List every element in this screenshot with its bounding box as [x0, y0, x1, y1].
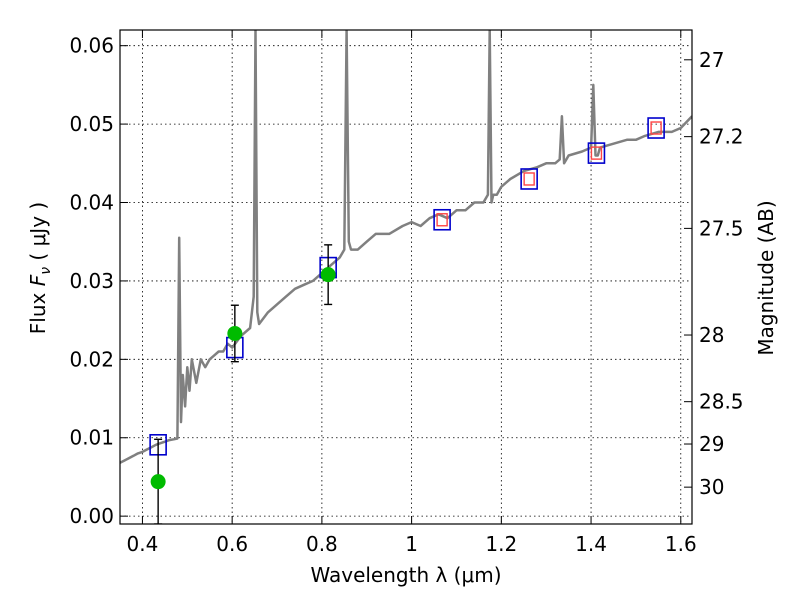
x-tick-label: 0.4	[127, 532, 159, 556]
y-tick-label: 0.00	[69, 504, 114, 528]
plot-area	[120, 30, 692, 524]
observed-photometry-point	[150, 474, 166, 490]
model-photometry-square	[433, 208, 451, 231]
x-tick-label: 1	[405, 532, 418, 556]
y-axis-label-suffix: ( μJy )	[26, 202, 50, 267]
y2-tick-label: 29	[699, 432, 724, 456]
model-photometry-ir-square	[436, 213, 448, 227]
model-photometry-ir-square	[523, 172, 535, 186]
y-axis-label-prefix: Flux	[26, 286, 50, 334]
model-photometry-ir-square	[590, 146, 603, 160]
y-tick-label: 0.04	[69, 191, 114, 215]
y2-tick-label: 28.5	[699, 390, 744, 414]
y2-tick-label: 27	[699, 48, 724, 72]
y2-tick-label: 30	[699, 475, 724, 499]
y-tick-label: 0.06	[69, 34, 114, 58]
y2-tick-label: 27.2	[699, 125, 744, 149]
observed-photometry-point	[227, 325, 243, 341]
x-tick-label: 0.8	[306, 532, 338, 556]
y-axis-label-subscript: ν	[38, 267, 54, 275]
model-photometry-ir-square	[650, 121, 662, 135]
model-photometry-square	[587, 142, 606, 164]
y2-tick-label: 27.5	[699, 216, 744, 240]
y-axis-label: Flux Fν ( μJy )	[26, 202, 54, 334]
observed-photometry-point	[320, 267, 336, 283]
model-photometry-square	[647, 117, 665, 139]
y-tick-label: 0.01	[69, 426, 114, 450]
sed-model-line	[120, 30, 692, 464]
y-axis-label-symbol: F	[26, 274, 50, 286]
y-tick-label: 0.02	[69, 347, 114, 371]
y-tick-label: 0.05	[69, 112, 114, 136]
x-tick-label: 0.6	[216, 532, 248, 556]
x-tick-label: 1.4	[575, 532, 607, 556]
y2-axis-label: Magnitude (AB)	[754, 200, 778, 355]
y-tick-label: 0.03	[69, 269, 114, 293]
x-tick-label: 1.6	[665, 532, 697, 556]
x-tick-label: 1.2	[485, 532, 517, 556]
model-photometry-square	[520, 168, 538, 190]
y2-tick-label: 28	[699, 323, 724, 347]
ticks: 0.4 0.6 0.8 1 1.2 1.4 1.6 0.00 0.01 0.02 0.03 0.04 0…	[69, 30, 744, 556]
axes-frame	[119, 29, 693, 525]
grid	[120, 30, 692, 524]
x-axis-label: Wavelength λ (μm)	[310, 563, 501, 587]
